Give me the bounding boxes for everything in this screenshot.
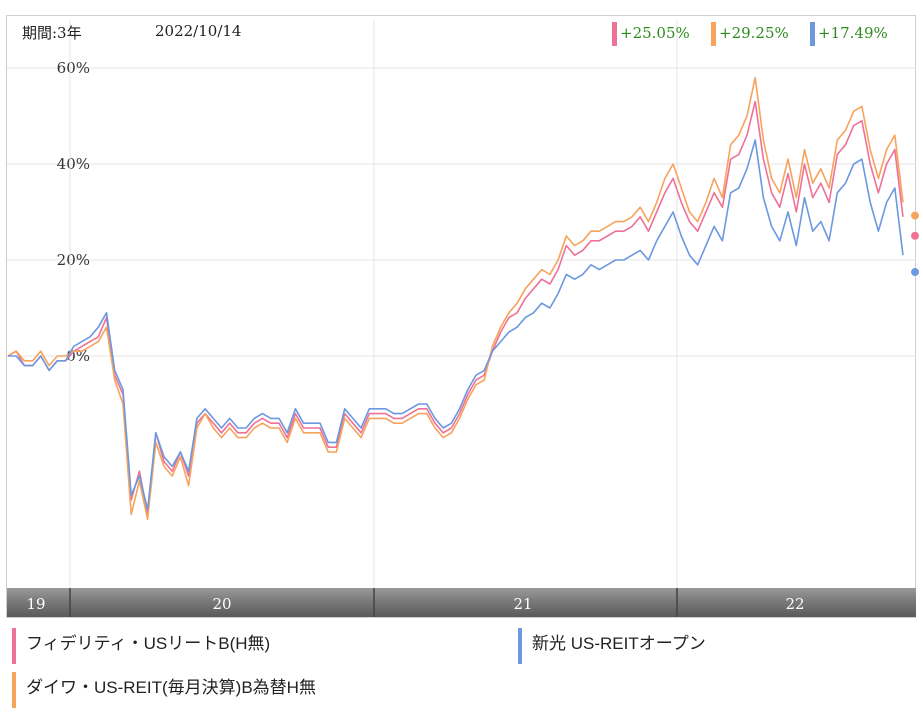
series-layer — [7, 76, 919, 521]
legend-color-blue — [518, 628, 522, 664]
legend-label-shinko: 新光 US-REITオープン — [532, 634, 706, 653]
series-end-marker-0 — [911, 231, 919, 240]
y-tick-label: 20% — [57, 251, 90, 269]
y-tick-label: 60% — [57, 59, 90, 77]
legend-color-pink — [12, 628, 16, 664]
x-axis-band: 19 20 21 22 — [7, 588, 916, 617]
x-tick-label: 21 — [513, 595, 532, 613]
legend-swatch-orange — [711, 22, 716, 46]
series-line-1 — [7, 76, 904, 521]
return-pink: +25.05% — [612, 22, 690, 46]
x-tick-label: 22 — [785, 595, 804, 613]
series-end-marker-2 — [911, 268, 919, 277]
return-blue: +17.49% — [810, 22, 888, 46]
date-label: 2022/10/14 — [155, 22, 242, 40]
legend-item-shinko: 新光 US-REITオープン — [518, 628, 706, 664]
series-end-marker-1 — [911, 211, 919, 220]
return-blue-value: +17.49% — [818, 24, 888, 42]
legend-item-daiwa: ダイワ・US-REIT(毎月決算)B為替H無 — [12, 672, 316, 708]
legend-label-daiwa: ダイワ・US-REIT(毎月決算)B為替H無 — [26, 678, 316, 697]
x-axis-band-bg — [7, 588, 916, 617]
legend-color-orange — [12, 672, 16, 708]
x-tick-label: 20 — [212, 595, 231, 613]
grid-lines: 60%40%20%0% — [7, 20, 916, 588]
legend-swatch-blue — [810, 22, 815, 46]
series-line-2 — [8, 139, 904, 511]
legend-label-fidelity: フィデリティ・USリートB(H無) — [26, 634, 271, 653]
legend-swatch-pink — [612, 22, 617, 46]
y-tick-label: 40% — [57, 155, 90, 173]
chart-frame — [6, 15, 916, 618]
return-orange: +29.25% — [711, 22, 789, 46]
return-pink-value: +25.05% — [620, 24, 690, 42]
legend-item-fidelity: フィデリティ・USリートB(H無) — [12, 628, 271, 664]
period-label: 期間:3年 — [22, 24, 82, 42]
x-tick-label: 19 — [26, 595, 45, 613]
return-orange-value: +29.25% — [719, 24, 789, 42]
